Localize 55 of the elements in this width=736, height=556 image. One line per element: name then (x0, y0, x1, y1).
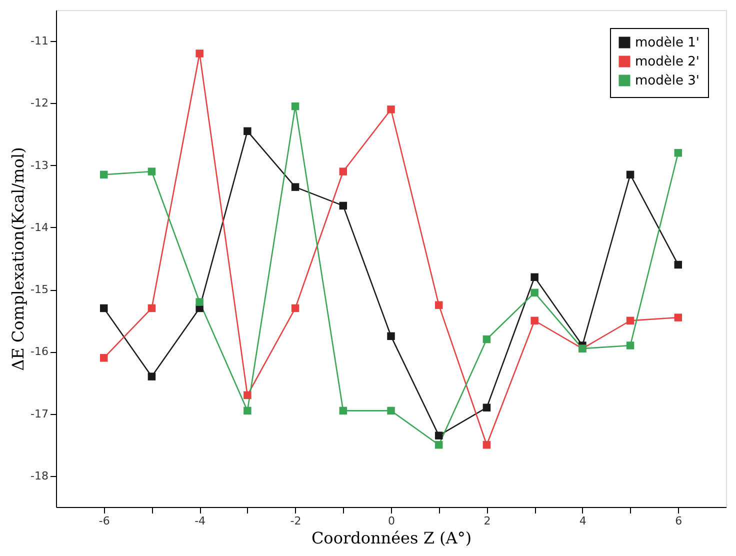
y-axis-title: ΔE Complexation(Kcal/mol) (8, 147, 28, 371)
point (626, 170, 634, 179)
point (387, 332, 395, 340)
point (482, 404, 491, 412)
point (100, 304, 108, 312)
point (148, 168, 156, 176)
point (291, 102, 300, 110)
y-tick-label: -18 (30, 469, 48, 482)
point (674, 314, 682, 322)
legend-label: modèle 3' (635, 74, 700, 88)
point (482, 335, 491, 344)
point (434, 432, 443, 440)
point (196, 298, 204, 306)
point (244, 406, 252, 415)
point (339, 406, 348, 415)
x-tick-label: -4 (194, 514, 206, 528)
y-tick-label: -12 (30, 96, 48, 110)
y-tick-label: -15 (30, 283, 48, 296)
point (626, 342, 634, 350)
point (244, 127, 252, 136)
legend-label: modèle 2' (635, 54, 700, 70)
x-tick-label: -6 (98, 514, 110, 528)
point (482, 441, 491, 449)
point (196, 50, 204, 58)
x-tick-label: 4 (579, 514, 586, 528)
x-tick-label: 0 (388, 514, 395, 528)
point (148, 372, 156, 380)
point (291, 183, 300, 191)
legend-label: modèle 1' (635, 36, 700, 50)
point (148, 304, 156, 312)
y-tick-label: -13 (30, 158, 48, 172)
x-axis-title: Coordonnées Z (A°) (311, 528, 472, 548)
point (434, 301, 443, 309)
point (100, 354, 108, 362)
y-tick-label: -17 (30, 407, 48, 420)
x-tick-label: -2 (290, 514, 302, 528)
point (387, 106, 395, 114)
y-tick-label: -11 (30, 34, 48, 48)
point (530, 288, 538, 297)
point (244, 391, 252, 400)
point (674, 149, 682, 157)
point (339, 168, 348, 176)
y-tick-label: -16 (30, 345, 48, 358)
point (530, 316, 538, 324)
point (291, 304, 300, 312)
y-tick-label: -14 (30, 220, 48, 234)
x-tick-label: 2 (484, 514, 491, 528)
point (626, 316, 634, 324)
point (434, 441, 443, 449)
point (387, 406, 395, 415)
point (530, 273, 538, 282)
point (100, 170, 108, 179)
x-tick-label: 6 (675, 514, 682, 528)
point (339, 202, 348, 210)
point (674, 260, 682, 269)
